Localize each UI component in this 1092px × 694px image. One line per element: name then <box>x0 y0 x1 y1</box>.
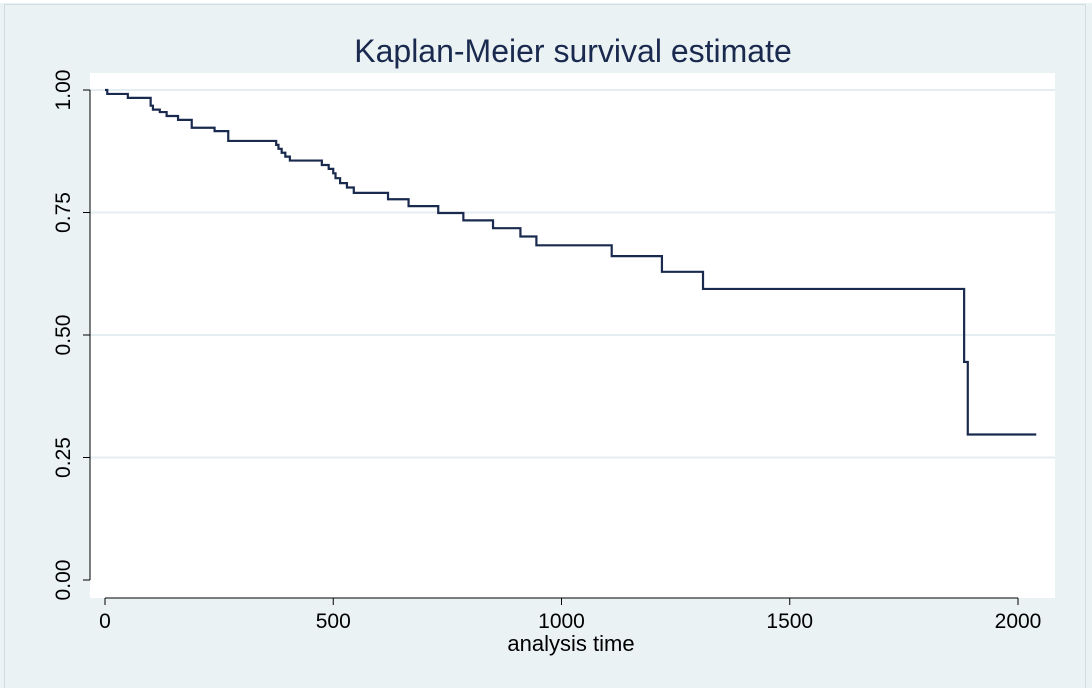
y-tick-label: 0.75 <box>52 192 75 233</box>
y-tick-label: 0.25 <box>52 437 75 478</box>
chart-title: Kaplan-Meier survival estimate <box>354 33 792 69</box>
x-tick-label: 500 <box>316 610 351 633</box>
x-tick-label: 2000 <box>995 610 1042 633</box>
y-axis: 0.00 0.25 0.50 0.75 1.00 <box>52 70 91 601</box>
x-tick-label: 1000 <box>538 610 585 633</box>
bottom-border <box>0 688 1092 694</box>
x-axis-label: analysis time <box>507 631 634 656</box>
top-border <box>0 0 1092 3</box>
y-tick-label: 0.00 <box>52 560 75 601</box>
x-axis: 0 500 1000 1500 2000 <box>99 597 1042 633</box>
x-tick-label: 1500 <box>766 610 813 633</box>
y-tick-label: 0.50 <box>52 315 75 356</box>
x-tick-label: 0 <box>99 610 111 633</box>
grid-lines <box>90 89 1055 459</box>
survival-step-line <box>105 88 1037 436</box>
y-tick-label: 1.00 <box>52 70 75 111</box>
